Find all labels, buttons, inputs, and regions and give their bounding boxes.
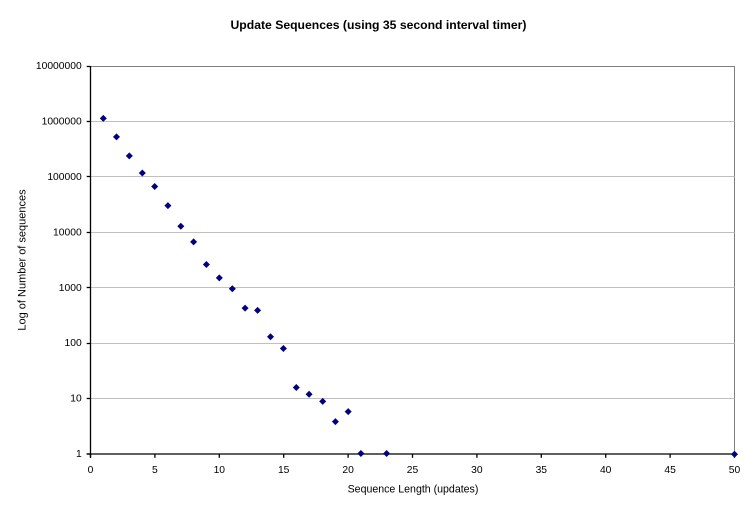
svg-text:1000000: 1000000 [42, 117, 82, 128]
svg-text:45: 45 [664, 465, 676, 476]
svg-text:1: 1 [76, 449, 82, 460]
svg-text:1000: 1000 [59, 283, 82, 294]
svg-text:15: 15 [278, 465, 290, 476]
svg-text:10: 10 [70, 394, 82, 405]
svg-text:0: 0 [88, 465, 94, 476]
svg-text:100000: 100000 [47, 172, 82, 183]
svg-text:Update Sequences (using 35 sec: Update Sequences (using 35 second interv… [231, 18, 527, 32]
svg-text:5: 5 [152, 465, 158, 476]
svg-text:50: 50 [729, 465, 741, 476]
svg-text:20: 20 [342, 465, 354, 476]
svg-text:Sequence Length (updates): Sequence Length (updates) [348, 483, 479, 495]
svg-text:100: 100 [65, 338, 82, 349]
svg-text:25: 25 [407, 465, 419, 476]
svg-text:35: 35 [536, 465, 548, 476]
svg-text:40: 40 [600, 465, 612, 476]
svg-text:Log of Number of sequences: Log of Number of sequences [16, 189, 28, 331]
svg-text:10000: 10000 [53, 227, 82, 238]
svg-text:30: 30 [471, 465, 483, 476]
svg-text:10: 10 [214, 465, 226, 476]
svg-text:10000000: 10000000 [36, 61, 82, 72]
